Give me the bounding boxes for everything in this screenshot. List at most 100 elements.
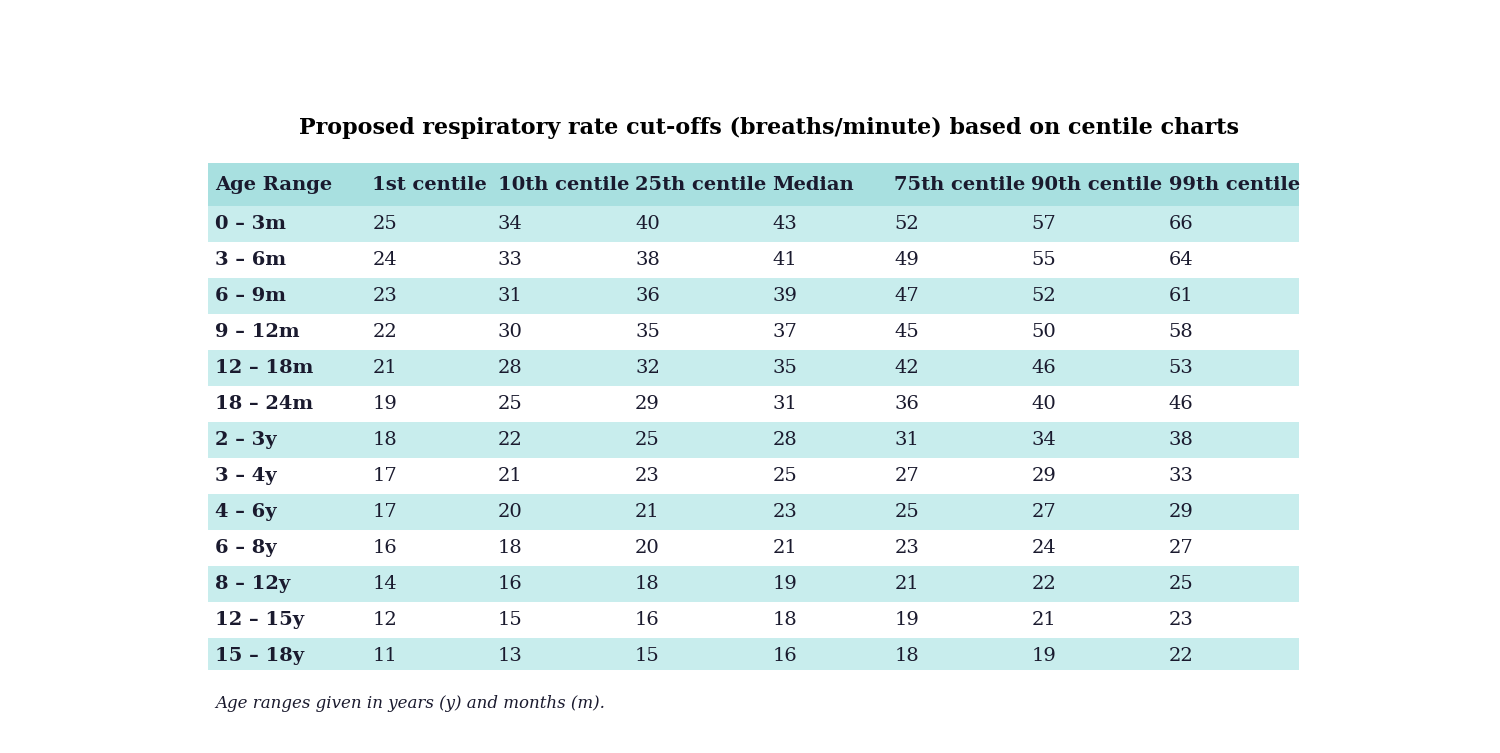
Text: 41: 41 xyxy=(772,252,796,270)
Text: 33: 33 xyxy=(1168,467,1194,485)
Text: 45: 45 xyxy=(894,323,920,341)
Text: 22: 22 xyxy=(1032,575,1056,593)
Text: 0 – 3m: 0 – 3m xyxy=(216,215,286,233)
Text: 46: 46 xyxy=(1032,359,1056,377)
Bar xyxy=(209,386,1299,422)
Text: 19: 19 xyxy=(772,575,796,593)
Text: 18: 18 xyxy=(894,647,920,665)
Text: 50: 50 xyxy=(1032,323,1056,341)
Bar xyxy=(209,314,1299,350)
Text: Proposed respiratory rate cut-offs (breaths/minute) based on centile charts: Proposed respiratory rate cut-offs (brea… xyxy=(298,117,1239,139)
Text: 12 – 18m: 12 – 18m xyxy=(216,359,314,377)
Text: 18 – 24m: 18 – 24m xyxy=(216,395,314,413)
Text: 33: 33 xyxy=(498,252,523,270)
Text: 25: 25 xyxy=(894,503,920,521)
Text: 23: 23 xyxy=(634,467,660,485)
Text: 25th centile: 25th centile xyxy=(634,175,766,194)
Text: 25: 25 xyxy=(498,395,522,413)
Text: Age Range: Age Range xyxy=(216,175,333,194)
Text: 43: 43 xyxy=(772,215,796,233)
Bar xyxy=(209,458,1299,494)
Text: 21: 21 xyxy=(894,575,920,593)
Text: 57: 57 xyxy=(1032,215,1056,233)
Bar xyxy=(209,494,1299,530)
Text: 75th centile: 75th centile xyxy=(894,175,1026,194)
Text: 22: 22 xyxy=(372,323,398,341)
Text: 52: 52 xyxy=(894,215,920,233)
Text: 38: 38 xyxy=(1168,431,1194,449)
Text: 15: 15 xyxy=(634,647,660,665)
Text: 24: 24 xyxy=(372,252,398,270)
Text: 58: 58 xyxy=(1168,323,1194,341)
Text: 17: 17 xyxy=(372,467,398,485)
Text: 29: 29 xyxy=(1168,503,1194,521)
Bar xyxy=(209,422,1299,458)
Text: 47: 47 xyxy=(894,287,920,305)
Text: 4 – 6y: 4 – 6y xyxy=(216,503,278,521)
Text: 36: 36 xyxy=(894,395,920,413)
Text: 35: 35 xyxy=(634,323,660,341)
Bar xyxy=(209,530,1299,566)
Bar xyxy=(209,350,1299,386)
Text: 28: 28 xyxy=(498,359,522,377)
Text: 64: 64 xyxy=(1168,252,1194,270)
Text: 25: 25 xyxy=(634,431,660,449)
Text: 11: 11 xyxy=(372,647,398,665)
Text: 12: 12 xyxy=(372,611,398,629)
Text: 17: 17 xyxy=(372,503,398,521)
Text: 53: 53 xyxy=(1168,359,1194,377)
Text: 25: 25 xyxy=(772,467,796,485)
Text: 24: 24 xyxy=(1032,539,1056,556)
Text: 21: 21 xyxy=(772,539,796,556)
Bar xyxy=(209,566,1299,602)
Text: 35: 35 xyxy=(772,359,796,377)
Text: 13: 13 xyxy=(498,647,523,665)
Text: 22: 22 xyxy=(1168,647,1194,665)
Text: 12 – 15y: 12 – 15y xyxy=(216,611,304,629)
Text: 38: 38 xyxy=(634,252,660,270)
Text: 23: 23 xyxy=(372,287,398,305)
Text: 34: 34 xyxy=(1032,431,1056,449)
Text: 8 – 12y: 8 – 12y xyxy=(216,575,291,593)
Text: 15 – 18y: 15 – 18y xyxy=(216,647,304,665)
Text: 3 – 4y: 3 – 4y xyxy=(216,467,278,485)
Text: 16: 16 xyxy=(634,611,660,629)
Text: 66: 66 xyxy=(1168,215,1194,233)
Text: 42: 42 xyxy=(894,359,920,377)
Text: 39: 39 xyxy=(772,287,796,305)
Text: 37: 37 xyxy=(772,323,796,341)
Text: 9 – 12m: 9 – 12m xyxy=(216,323,300,341)
Text: 23: 23 xyxy=(772,503,796,521)
Bar xyxy=(209,278,1299,314)
Text: 1st centile: 1st centile xyxy=(372,175,488,194)
Text: 31: 31 xyxy=(894,431,920,449)
Text: 61: 61 xyxy=(1168,287,1194,305)
Text: 31: 31 xyxy=(772,395,796,413)
Text: 49: 49 xyxy=(894,252,920,270)
Text: 19: 19 xyxy=(372,395,398,413)
Text: 21: 21 xyxy=(372,359,398,377)
Text: Age ranges given in years (y) and months (m).: Age ranges given in years (y) and months… xyxy=(216,695,606,712)
Text: 29: 29 xyxy=(634,395,660,413)
Text: 21: 21 xyxy=(498,467,522,485)
Text: 19: 19 xyxy=(1032,647,1056,665)
Text: 27: 27 xyxy=(894,467,920,485)
Text: 46: 46 xyxy=(1168,395,1194,413)
Text: 27: 27 xyxy=(1032,503,1056,521)
Text: 10th centile: 10th centile xyxy=(498,175,630,194)
Text: 55: 55 xyxy=(1032,252,1056,270)
Bar xyxy=(209,602,1299,638)
Text: 25: 25 xyxy=(1168,575,1194,593)
Text: 23: 23 xyxy=(894,539,920,556)
Text: 18: 18 xyxy=(634,575,660,593)
Text: 16: 16 xyxy=(772,647,796,665)
Text: 3 – 6m: 3 – 6m xyxy=(216,252,286,270)
Text: 15: 15 xyxy=(498,611,522,629)
Text: 18: 18 xyxy=(372,431,398,449)
Text: 34: 34 xyxy=(498,215,523,233)
Text: 19: 19 xyxy=(894,611,920,629)
Text: 90th centile: 90th centile xyxy=(1032,175,1162,194)
Bar xyxy=(209,242,1299,278)
Text: 99th centile: 99th centile xyxy=(1168,175,1300,194)
Text: 29: 29 xyxy=(1032,467,1056,485)
